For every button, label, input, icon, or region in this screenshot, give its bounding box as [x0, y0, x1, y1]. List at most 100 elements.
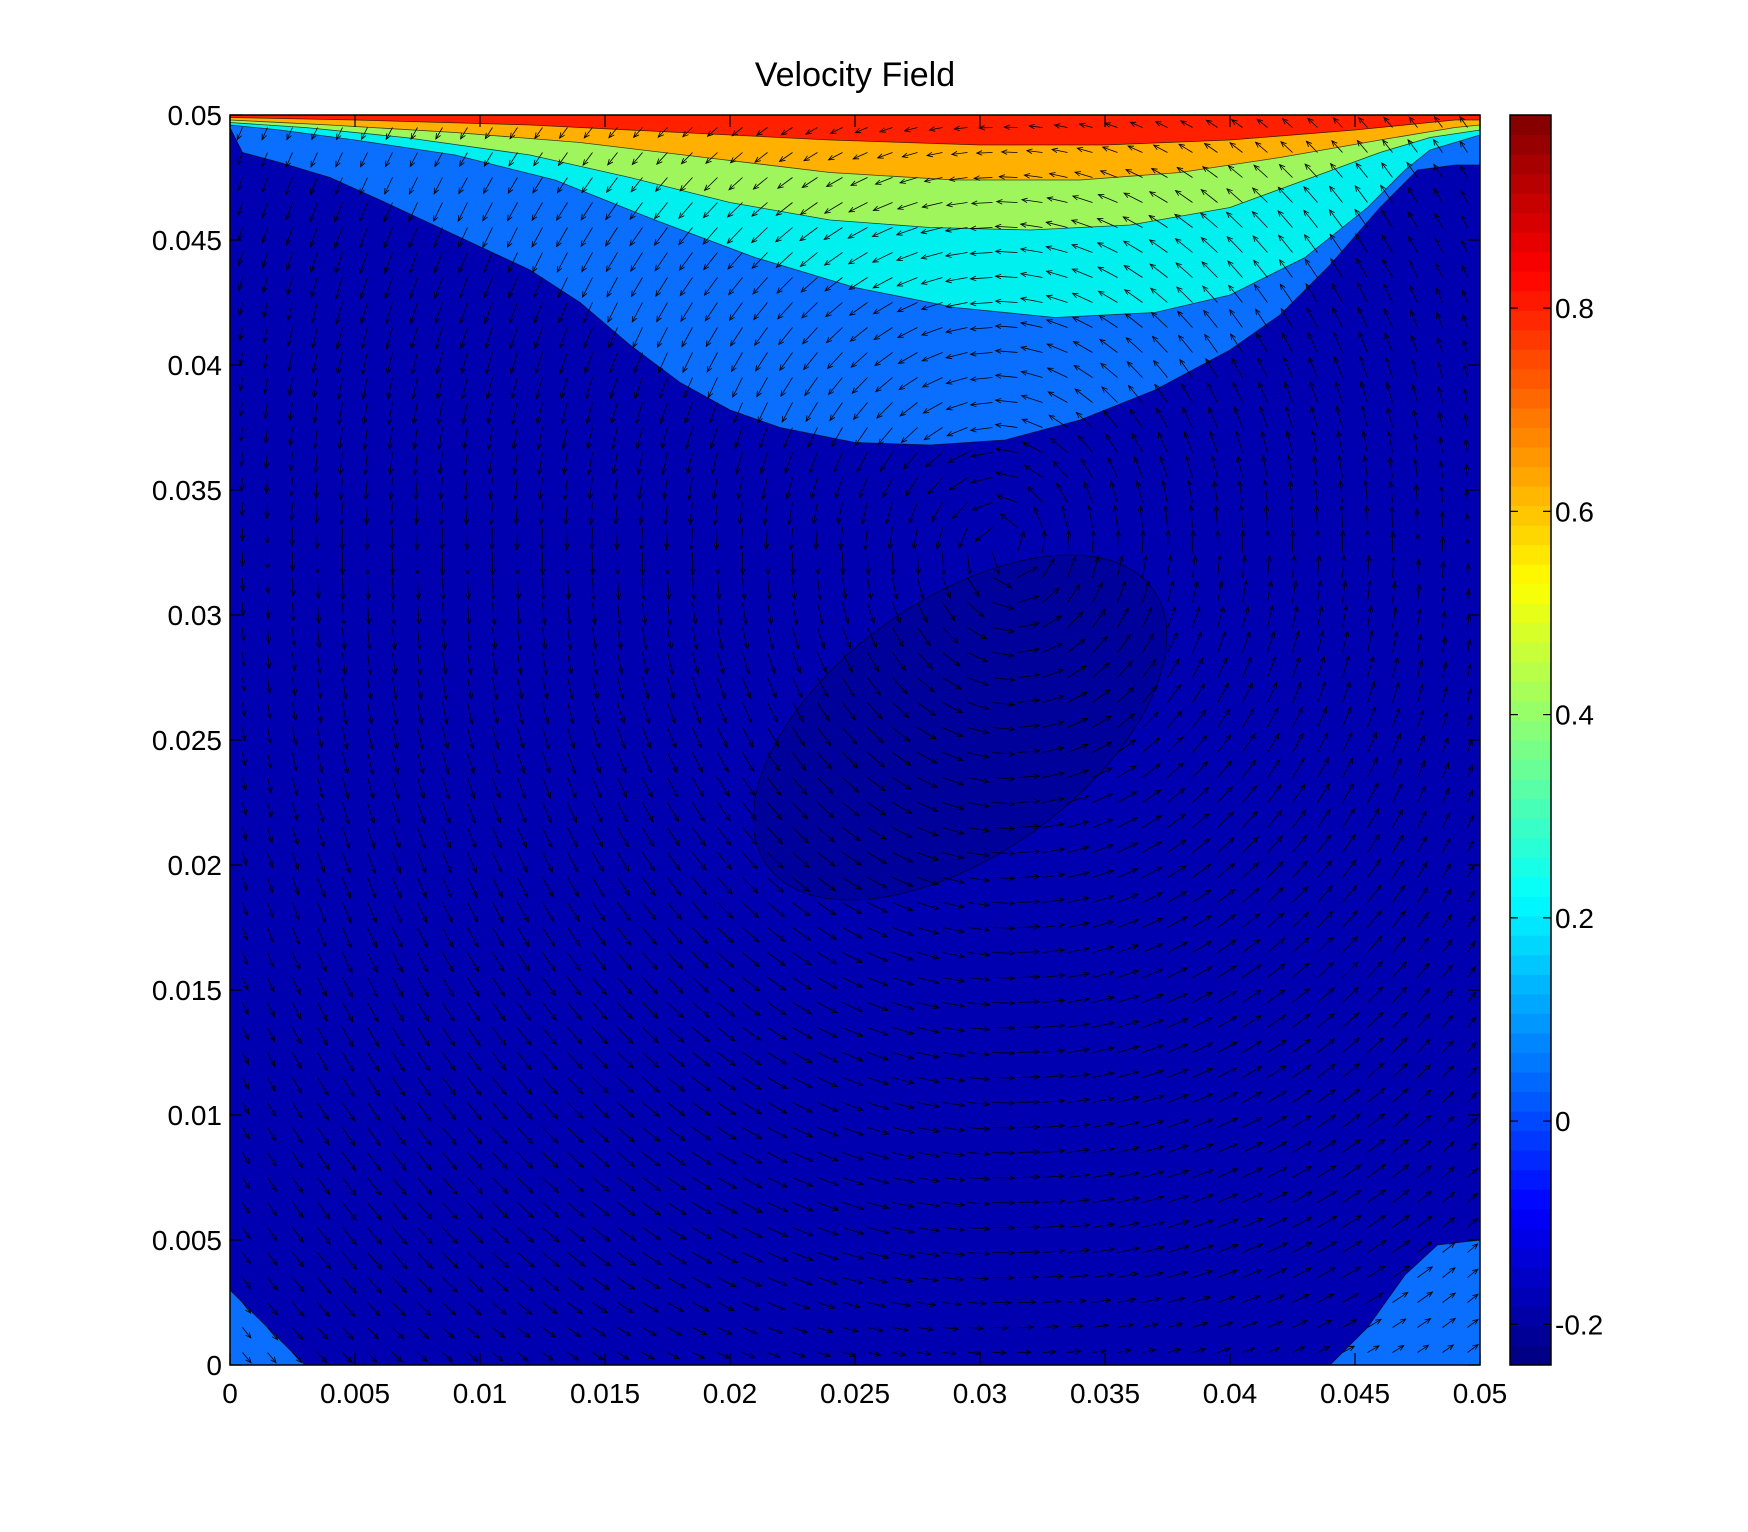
velocity-arrow-head — [1056, 482, 1062, 490]
velocity-arrow-head — [527, 1236, 535, 1244]
velocity-arrow — [1029, 125, 1043, 128]
velocity-arrow — [239, 352, 243, 366]
velocity-arrow — [1092, 741, 1112, 753]
velocity-arrow-head — [1008, 726, 1016, 732]
velocity-arrow-head — [1203, 838, 1211, 845]
velocity-arrow — [1092, 1072, 1115, 1078]
velocity-arrow-head — [1301, 860, 1308, 867]
velocity-arrow — [492, 827, 502, 848]
velocity-arrow — [842, 702, 856, 721]
velocity-arrow-head — [571, 791, 577, 799]
velocity-arrow-head — [1382, 139, 1389, 147]
velocity-arrow-head — [1058, 822, 1066, 828]
velocity-arrow-head — [1302, 937, 1310, 944]
velocity-arrow — [1042, 587, 1060, 603]
velocity-arrow — [992, 877, 1015, 879]
velocity-arrow-head — [1256, 1167, 1264, 1173]
velocity-arrow-head — [401, 1263, 408, 1270]
velocity-arrow — [267, 1252, 278, 1266]
velocity-arrow — [392, 677, 397, 700]
velocity-arrow — [1442, 1317, 1456, 1328]
velocity-arrow — [1217, 837, 1235, 853]
velocity-arrow-head — [1058, 1148, 1066, 1154]
velocity-arrow-head — [1058, 1048, 1066, 1054]
velocity-arrow-head — [699, 839, 706, 847]
velocity-arrow — [617, 1252, 636, 1266]
velocity-arrow-head — [653, 239, 660, 247]
velocity-arrow — [435, 127, 443, 140]
velocity-arrow-head — [854, 439, 861, 447]
velocity-arrow — [767, 1252, 788, 1262]
velocity-arrow-head — [1275, 784, 1282, 791]
velocity-arrow-head — [1379, 1163, 1387, 1170]
velocity-arrow — [610, 377, 618, 399]
velocity-arrow-head — [1369, 655, 1375, 663]
velocity-arrow — [1192, 864, 1211, 878]
velocity-arrow — [1017, 901, 1040, 903]
velocity-arrow-head — [371, 891, 377, 899]
velocity-arrow-head — [1050, 1349, 1057, 1355]
velocity-arrow — [1317, 783, 1330, 803]
velocity-arrow — [605, 202, 618, 220]
velocity-arrow-head — [696, 741, 702, 749]
velocity-arrow — [417, 877, 427, 898]
velocity-arrow-head — [1123, 289, 1131, 296]
velocity-arrow — [392, 1027, 405, 1047]
velocity-arrow — [442, 602, 445, 625]
velocity-arrow-head — [449, 1015, 455, 1022]
velocity-arrow — [1392, 885, 1405, 903]
velocity-arrow — [899, 177, 918, 184]
velocity-arrow — [1017, 800, 1040, 803]
velocity-arrow-head — [532, 266, 538, 274]
velocity-arrow-head — [1033, 647, 1041, 653]
velocity-arrow-head — [603, 1235, 611, 1242]
velocity-arrow-head — [321, 965, 327, 973]
velocity-arrow — [692, 677, 700, 699]
velocity-arrow-head — [847, 666, 853, 674]
velocity-arrow-head — [313, 467, 319, 475]
velocity-arrow — [517, 652, 522, 675]
velocity-arrow — [467, 877, 478, 898]
velocity-arrow-head — [269, 1035, 276, 1043]
velocity-arrow — [292, 577, 294, 596]
velocity-arrow — [992, 902, 1015, 904]
velocity-arrow-head — [537, 468, 543, 476]
velocity-arrow-head — [1131, 816, 1139, 823]
velocity-arrow-head — [983, 926, 991, 933]
velocity-arrow-head — [1104, 433, 1111, 441]
velocity-arrow — [1253, 164, 1268, 178]
velocity-arrow-head — [930, 733, 938, 740]
velocity-arrow — [1342, 580, 1346, 603]
velocity-arrow — [342, 677, 347, 700]
velocity-arrow-head — [855, 933, 863, 939]
velocity-arrow-head — [907, 1029, 915, 1035]
velocity-arrow-head — [243, 958, 249, 966]
velocity-arrow — [667, 852, 681, 871]
velocity-arrow-head — [523, 940, 530, 948]
velocity-arrow — [1142, 943, 1163, 953]
velocity-arrow — [317, 1177, 330, 1195]
velocity-arrow-head — [269, 985, 275, 993]
velocity-arrow — [1142, 866, 1163, 878]
velocity-arrow-head — [957, 878, 965, 885]
velocity-arrow-head — [935, 542, 942, 550]
velocity-arrow — [1167, 967, 1188, 978]
velocity-arrow — [242, 977, 249, 990]
velocity-arrow — [1175, 262, 1193, 278]
velocity-arrow-head — [692, 618, 698, 626]
velocity-arrow-head — [1282, 356, 1288, 364]
velocity-arrow-head — [994, 298, 1002, 305]
velocity-arrow — [1178, 335, 1193, 353]
velocity-arrow — [1042, 798, 1065, 803]
velocity-arrow-head — [241, 759, 247, 767]
velocity-arrow-head — [1033, 1174, 1041, 1180]
velocity-arrow — [1123, 192, 1143, 203]
velocity-arrow-head — [1251, 784, 1258, 792]
velocity-arrow-head — [1058, 771, 1065, 777]
velocity-arrow-head — [1228, 308, 1235, 316]
velocity-arrow — [408, 227, 418, 248]
velocity-arrow-head — [1378, 1062, 1385, 1069]
velocity-arrow-head — [1182, 1119, 1190, 1125]
velocity-arrow-head — [1448, 1140, 1455, 1148]
velocity-arrow-head — [500, 1039, 507, 1047]
